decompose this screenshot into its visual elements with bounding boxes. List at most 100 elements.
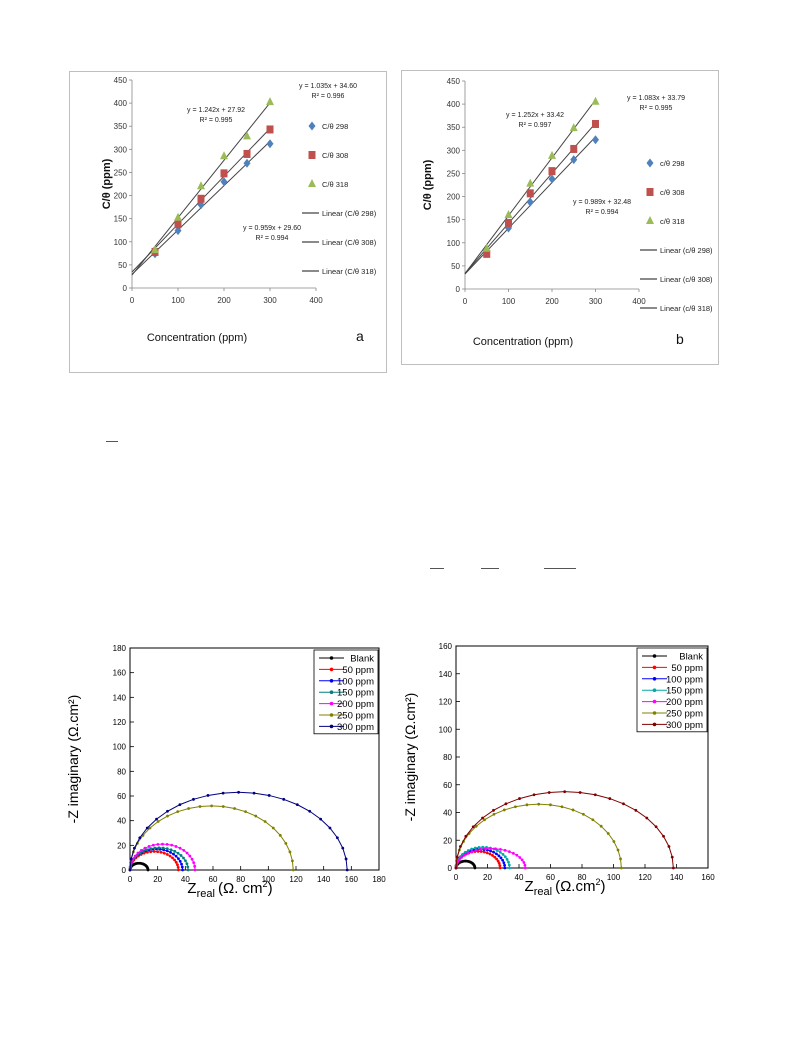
data-point — [174, 854, 178, 858]
y-tick-label: 20 — [117, 841, 126, 850]
y-tick-label: 140 — [113, 693, 127, 702]
x-tick-label: 100 — [171, 296, 185, 305]
data-point — [243, 149, 251, 158]
data-point — [138, 836, 142, 840]
x-tick-label: 300 — [263, 296, 277, 305]
y-tick-label: 100 — [114, 238, 128, 247]
data-point — [570, 155, 578, 165]
data-point — [206, 794, 210, 797]
data-point — [459, 845, 462, 848]
y-tick-label: 180 — [113, 644, 127, 653]
x-tick-label: 100 — [262, 875, 276, 884]
data-point — [173, 849, 177, 853]
data-point — [151, 843, 155, 847]
fit-equation: y = 0.959x + 29.60 — [243, 225, 301, 232]
data-point — [499, 847, 502, 851]
legend-marker — [652, 711, 657, 715]
x-tick-label: 40 — [515, 873, 524, 882]
data-point — [548, 150, 556, 159]
data-point — [168, 854, 172, 858]
data-point — [192, 861, 196, 865]
data-point — [169, 850, 172, 854]
legend-label: C/θ 298 — [322, 122, 348, 131]
data-point — [504, 802, 508, 806]
data-point — [295, 803, 299, 807]
data-point — [328, 826, 332, 830]
data-point — [548, 174, 556, 184]
chart-a-frame: 0 50 100 150 200 250 300 350 400 450 0 100 200 300 400… — [69, 71, 387, 373]
legend-label: 50 ppm — [671, 663, 703, 674]
y-tick-label: 160 — [113, 669, 127, 678]
data-point — [483, 818, 486, 822]
legend-marker — [308, 151, 316, 159]
data-point — [492, 812, 496, 816]
data-point — [654, 825, 658, 829]
data-point — [165, 849, 169, 853]
data-point — [498, 864, 502, 868]
data-point — [170, 843, 174, 847]
legend-marker — [652, 722, 657, 727]
data-point — [345, 868, 349, 872]
data-point — [520, 858, 524, 862]
chart-b-frame: 0 50 100 150 200 250 300 350 400 450 0 100 200 300 400… — [401, 70, 719, 365]
data-point — [466, 851, 470, 855]
data-point — [479, 847, 483, 851]
chart-c-frame: 0 20 40 60 80 100 120 140 160 180 0 20 40 60 80 100 120 1… — [60, 635, 395, 900]
data-point — [503, 848, 507, 852]
data-point — [549, 803, 552, 807]
data-point — [482, 850, 486, 854]
data-point — [532, 793, 536, 797]
legend-marker — [652, 699, 657, 704]
y-axis-title: -Z imaginary (Ω.cm²) — [402, 693, 418, 822]
x-tick-label: 180 — [372, 875, 386, 884]
data-point — [156, 820, 160, 823]
x-tick-label: 140 — [317, 875, 331, 884]
legend-label: Blank — [350, 654, 374, 665]
data-point — [619, 866, 623, 870]
legend-label: 200 ppm — [337, 699, 374, 710]
legend-label: Linear (C/θ 318) — [322, 267, 377, 276]
data-point — [220, 151, 228, 160]
y-tick-label: 50 — [451, 262, 460, 271]
data-point — [483, 249, 491, 258]
data-point — [166, 814, 169, 818]
y-tick-label: 100 — [113, 743, 127, 752]
legend-marker — [329, 690, 334, 694]
data-point — [157, 846, 161, 850]
data-point — [254, 814, 258, 818]
data-point — [481, 816, 484, 820]
data-point — [502, 808, 506, 812]
data-point — [645, 816, 649, 820]
data-point — [243, 158, 251, 168]
data-point — [526, 197, 534, 207]
data-point — [488, 852, 492, 856]
data-point — [667, 845, 671, 848]
data-point — [612, 840, 616, 843]
data-point — [169, 848, 173, 852]
legend-label: 150 ppm — [337, 688, 374, 699]
data-point — [503, 863, 506, 867]
legend-label: C/θ 308 — [322, 151, 348, 160]
data-point — [592, 135, 599, 145]
data-point — [282, 797, 286, 801]
x-tick-label: 0 — [454, 873, 459, 882]
data-point — [278, 833, 282, 837]
data-point — [139, 849, 143, 852]
data-point — [186, 868, 190, 872]
x-tick-label: 400 — [309, 296, 323, 305]
legend-label: c/θ 308 — [660, 188, 685, 197]
data-point — [498, 866, 502, 870]
data-point — [526, 178, 535, 187]
data-point — [507, 863, 511, 867]
data-point — [210, 804, 214, 808]
fit-r-squared: R² = 0.994 — [256, 235, 289, 242]
y-tick-label: 120 — [113, 718, 127, 727]
data-point — [185, 862, 189, 866]
data-point — [148, 826, 152, 830]
data-point — [182, 856, 185, 860]
y-tick-label: 400 — [447, 100, 461, 109]
data-point — [193, 864, 197, 868]
data-point — [180, 862, 183, 866]
legend-label: 300 ppm — [337, 722, 374, 733]
data-point — [221, 805, 225, 808]
